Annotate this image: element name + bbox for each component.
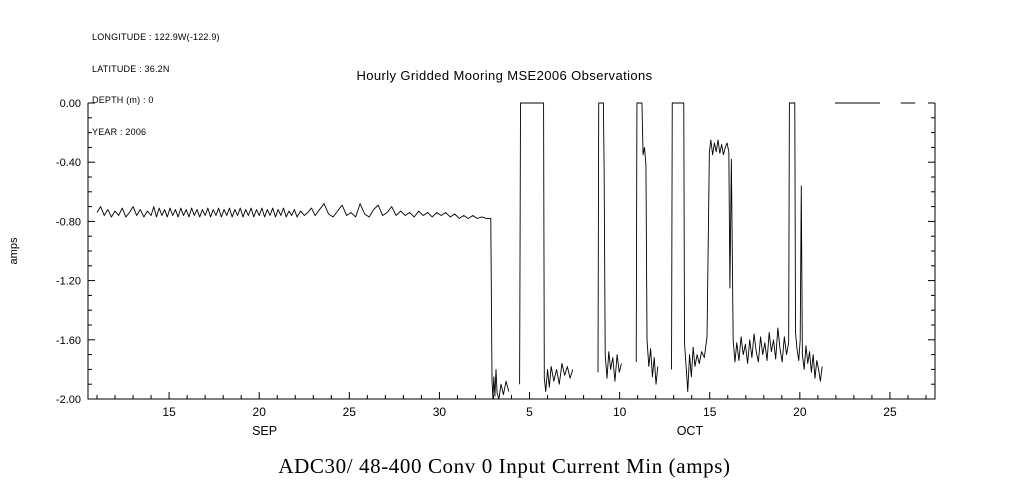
y-tick-label: -2.00: [56, 394, 81, 406]
metadata-longitude: LONGITUDE : 122.9W(-122.9): [92, 32, 220, 42]
axes-frame: [87, 103, 936, 400]
series-line: [96, 102, 916, 400]
x-axis-labels: 15 20 25 30 5 10 15 20 25 SEP OCT: [162, 405, 897, 438]
x-axis-ticks: [96, 392, 927, 399]
month-label: SEP: [252, 424, 277, 438]
metadata-depth: DEPTH (m) : 0: [92, 95, 154, 105]
y-tick-label: -0.80: [56, 216, 81, 228]
y-tick-label: -0.40: [56, 157, 81, 169]
month-label: OCT: [677, 424, 704, 438]
x-tick-label: 30: [433, 405, 447, 419]
x-tick-label: 15: [162, 405, 176, 419]
y-axis-labels: 0.00 -0.40 -0.80 -1.20 -1.60 -2.00: [56, 98, 81, 406]
x-tick-label: 25: [883, 405, 897, 419]
x-tick-label: 20: [253, 405, 267, 419]
x-tick-label: 10: [613, 405, 627, 419]
chart-title: Hourly Gridded Mooring MSE2006 Observati…: [356, 68, 653, 83]
metadata-block: LONGITUDE : 122.9W(-122.9) LATITUDE : 36…: [92, 11, 220, 158]
x-tick-label: 20: [793, 405, 807, 419]
y-axis-ticks: [88, 102, 935, 400]
metadata-year: YEAR : 2006: [92, 126, 147, 137]
y-tick-label: 0.00: [60, 98, 81, 110]
y-axis-title: amps: [8, 237, 20, 264]
x-tick-label: 25: [343, 405, 357, 419]
metadata-latitude: LATITUDE : 36.2N: [92, 63, 170, 74]
x-tick-label: 15: [703, 405, 717, 419]
y-tick-label: -1.60: [56, 335, 81, 347]
x-tick-label: 5: [526, 405, 533, 419]
y-tick-label: -1.20: [56, 276, 81, 288]
chart-caption: ADC30/ 48-400 Conv 0 Input Current Min (…: [278, 454, 731, 478]
